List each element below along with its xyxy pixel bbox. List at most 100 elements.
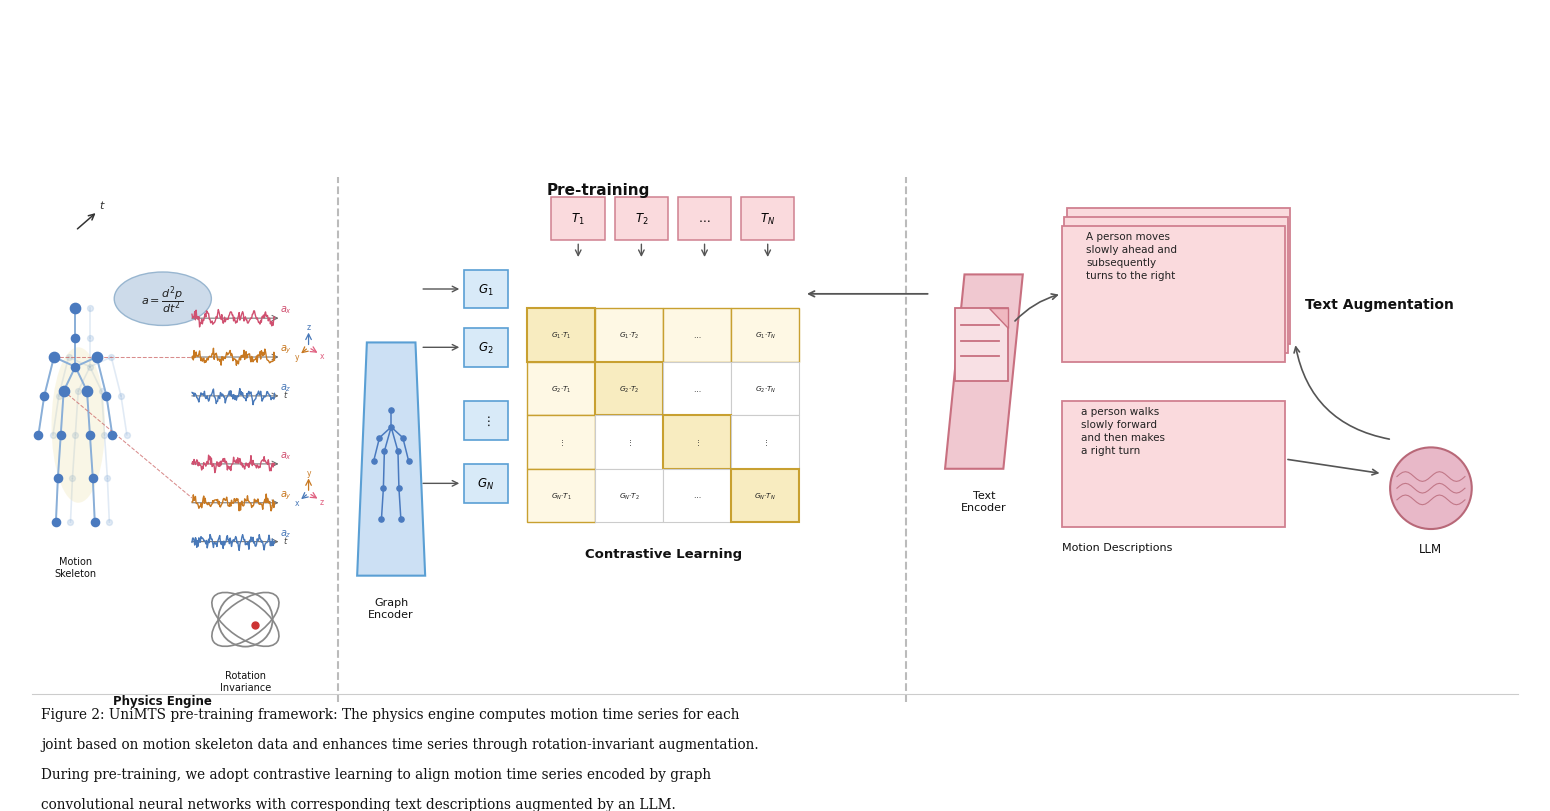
Point xyxy=(78,429,102,442)
Text: convolutional neural networks with corresponding text descriptions augmented by : convolutional neural networks with corre… xyxy=(42,797,676,811)
Point xyxy=(74,385,99,398)
Point xyxy=(48,429,73,442)
Text: $G_1$: $G_1$ xyxy=(477,282,494,297)
Text: $T_N$: $T_N$ xyxy=(760,212,775,227)
Text: x: x xyxy=(319,352,324,361)
Text: Motion Descriptions: Motion Descriptions xyxy=(1062,542,1172,552)
Point xyxy=(378,405,403,418)
FancyBboxPatch shape xyxy=(552,197,604,241)
FancyBboxPatch shape xyxy=(1062,401,1285,527)
Text: $a = \dfrac{d^2p}{dt^2}$: $a = \dfrac{d^2p}{dt^2}$ xyxy=(141,283,184,315)
Point xyxy=(26,429,51,442)
Point xyxy=(64,332,88,345)
Point xyxy=(65,385,90,398)
Point xyxy=(367,431,392,444)
Circle shape xyxy=(1390,448,1472,530)
Point xyxy=(386,482,411,495)
Text: Pre-training: Pre-training xyxy=(547,183,649,198)
Point xyxy=(109,390,133,403)
FancyBboxPatch shape xyxy=(527,416,595,470)
FancyBboxPatch shape xyxy=(463,465,508,503)
Point xyxy=(81,473,105,486)
Text: $G_1{\cdot}T_2$: $G_1{\cdot}T_2$ xyxy=(618,331,640,341)
Text: $T_1$: $T_1$ xyxy=(572,212,584,227)
Text: Contrastive Learning: Contrastive Learning xyxy=(584,547,742,560)
Point xyxy=(84,351,109,364)
Point xyxy=(45,473,70,486)
FancyBboxPatch shape xyxy=(527,470,595,522)
Ellipse shape xyxy=(115,272,211,326)
Point xyxy=(95,390,119,403)
Text: y: y xyxy=(294,353,299,362)
Text: $\cdots$: $\cdots$ xyxy=(693,333,702,339)
Text: $G_1{\cdot}T_1$: $G_1{\cdot}T_1$ xyxy=(550,331,572,341)
Point xyxy=(95,390,119,403)
Text: $a_z$: $a_z$ xyxy=(281,527,291,539)
Point xyxy=(99,351,124,364)
Point xyxy=(57,516,82,529)
Text: $a_y$: $a_y$ xyxy=(281,343,293,355)
Text: Text
Encoder: Text Encoder xyxy=(961,491,1008,512)
Point xyxy=(95,473,119,486)
Point xyxy=(81,473,105,486)
Point xyxy=(33,390,57,403)
Text: $\vdots$: $\vdots$ xyxy=(694,438,701,448)
Point xyxy=(56,351,81,364)
Point xyxy=(74,385,99,398)
FancyBboxPatch shape xyxy=(663,416,732,470)
Text: $\cdots$: $\cdots$ xyxy=(693,493,702,499)
Text: $G_2{\cdot}T_2$: $G_2{\cdot}T_2$ xyxy=(618,384,640,394)
Text: $G_N{\cdot}T_2$: $G_N{\cdot}T_2$ xyxy=(618,491,640,501)
FancyBboxPatch shape xyxy=(1066,209,1291,345)
Text: $\cdots$: $\cdots$ xyxy=(699,212,711,225)
Text: $G_2$: $G_2$ xyxy=(477,341,494,355)
Point xyxy=(64,361,88,374)
FancyBboxPatch shape xyxy=(663,309,732,363)
Point xyxy=(389,513,414,526)
Text: $\cdots$: $\cdots$ xyxy=(693,386,702,393)
Point xyxy=(397,455,422,468)
FancyBboxPatch shape xyxy=(463,401,508,440)
Point xyxy=(391,431,415,444)
FancyBboxPatch shape xyxy=(463,328,508,367)
Text: Text Augmentation: Text Augmentation xyxy=(1305,297,1454,311)
Point xyxy=(369,513,394,526)
FancyBboxPatch shape xyxy=(595,309,663,363)
FancyBboxPatch shape xyxy=(732,470,800,522)
Point xyxy=(51,385,76,398)
Point xyxy=(98,516,122,529)
Point xyxy=(78,303,102,315)
Text: $G_N$: $G_N$ xyxy=(477,476,494,491)
FancyBboxPatch shape xyxy=(615,197,668,241)
Text: x: x xyxy=(294,498,299,507)
Polygon shape xyxy=(356,343,425,576)
Text: y: y xyxy=(307,468,312,478)
Text: During pre-training, we adopt contrastive learning to align motion time series e: During pre-training, we adopt contrastiv… xyxy=(42,767,711,781)
FancyBboxPatch shape xyxy=(463,270,508,309)
Point xyxy=(78,361,102,374)
Point xyxy=(90,385,115,398)
FancyBboxPatch shape xyxy=(595,470,663,522)
Point xyxy=(33,390,57,403)
Text: $G_1{\cdot}T_N$: $G_1{\cdot}T_N$ xyxy=(755,331,777,341)
Point xyxy=(60,473,85,486)
Text: z: z xyxy=(319,497,324,506)
FancyBboxPatch shape xyxy=(527,309,595,363)
Point xyxy=(378,421,403,434)
Text: $\vdots$: $\vdots$ xyxy=(763,438,769,448)
Text: LLM: LLM xyxy=(1420,542,1443,555)
Text: $a_x$: $a_x$ xyxy=(281,304,293,315)
Text: $a_y$: $a_y$ xyxy=(281,489,293,501)
Text: $G_2{\cdot}T_1$: $G_2{\cdot}T_1$ xyxy=(550,384,572,394)
Text: Rotation
Invariance: Rotation Invariance xyxy=(220,670,271,692)
FancyBboxPatch shape xyxy=(732,416,800,470)
Point xyxy=(43,516,68,529)
Polygon shape xyxy=(946,275,1023,470)
Point xyxy=(99,429,124,442)
Point xyxy=(48,429,73,442)
Point xyxy=(51,385,76,398)
Text: joint based on motion skeleton data and enhances time series through rotation-in: joint based on motion skeleton data and … xyxy=(42,737,760,751)
FancyBboxPatch shape xyxy=(741,197,795,241)
Text: $G_N{\cdot}T_N$: $G_N{\cdot}T_N$ xyxy=(755,491,777,501)
Text: t: t xyxy=(99,201,104,211)
